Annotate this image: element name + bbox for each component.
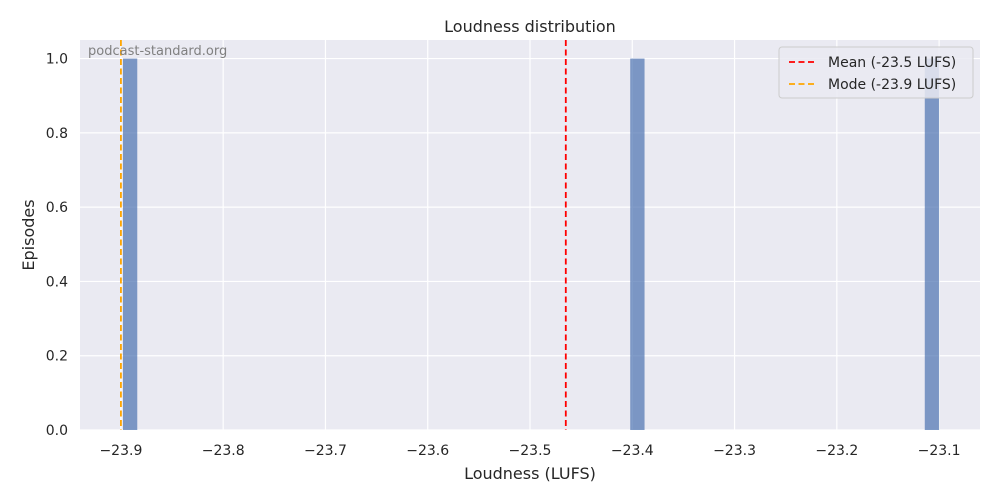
y-tick-label: 1.0 bbox=[46, 52, 68, 68]
legend-box bbox=[778, 46, 974, 99]
histogram-bar bbox=[630, 58, 645, 430]
y-axis-title: Episodes bbox=[19, 199, 38, 270]
legend-items: Mean (-23.5 LUFS) Mode (-23.9 LUFS) bbox=[789, 55, 956, 93]
x-tick-label: −23.3 bbox=[713, 443, 756, 459]
y-tick-label: 0.6 bbox=[46, 200, 68, 216]
legend: Mean (-23.5 LUFS) Mode (-23.9 LUFS) bbox=[778, 46, 974, 99]
y-tick-label: 0.0 bbox=[46, 423, 68, 439]
x-tick-label: −23.1 bbox=[918, 443, 961, 459]
x-axis-title: Loudness (LUFS) bbox=[464, 464, 596, 483]
histogram-bar bbox=[924, 58, 940, 430]
x-tick-label: −23.2 bbox=[815, 443, 858, 459]
x-tick-label: −23.5 bbox=[509, 443, 552, 459]
legend-label: Mode (-23.9 LUFS) bbox=[828, 77, 956, 93]
y-tick-labels: 0.0 0.2 0.4 0.6 0.8 1.0 bbox=[46, 52, 68, 439]
x-tick-label: −23.8 bbox=[202, 443, 245, 459]
x-tick-label: −23.7 bbox=[304, 443, 347, 459]
reference-lines bbox=[120, 40, 567, 430]
x-tick-label: −23.4 bbox=[611, 443, 654, 459]
x-tick-label: −23.9 bbox=[99, 443, 142, 459]
histogram-bar bbox=[122, 58, 138, 430]
histogram-bars bbox=[122, 58, 940, 430]
x-tick-labels: −23.9 −23.8 −23.7 −23.6 −23.5 −23.4 −23.3 −23.2… bbox=[99, 443, 960, 459]
chart-title: Loudness distribution bbox=[444, 17, 616, 36]
y-tick-label: 0.2 bbox=[46, 349, 68, 365]
y-tick-label: 0.8 bbox=[46, 126, 68, 142]
legend-label: Mean (-23.5 LUFS) bbox=[828, 55, 956, 71]
x-tick-label: −23.6 bbox=[406, 443, 449, 459]
watermark-text: podcast-standard.org bbox=[88, 44, 227, 59]
y-tick-label: 0.4 bbox=[46, 274, 68, 290]
